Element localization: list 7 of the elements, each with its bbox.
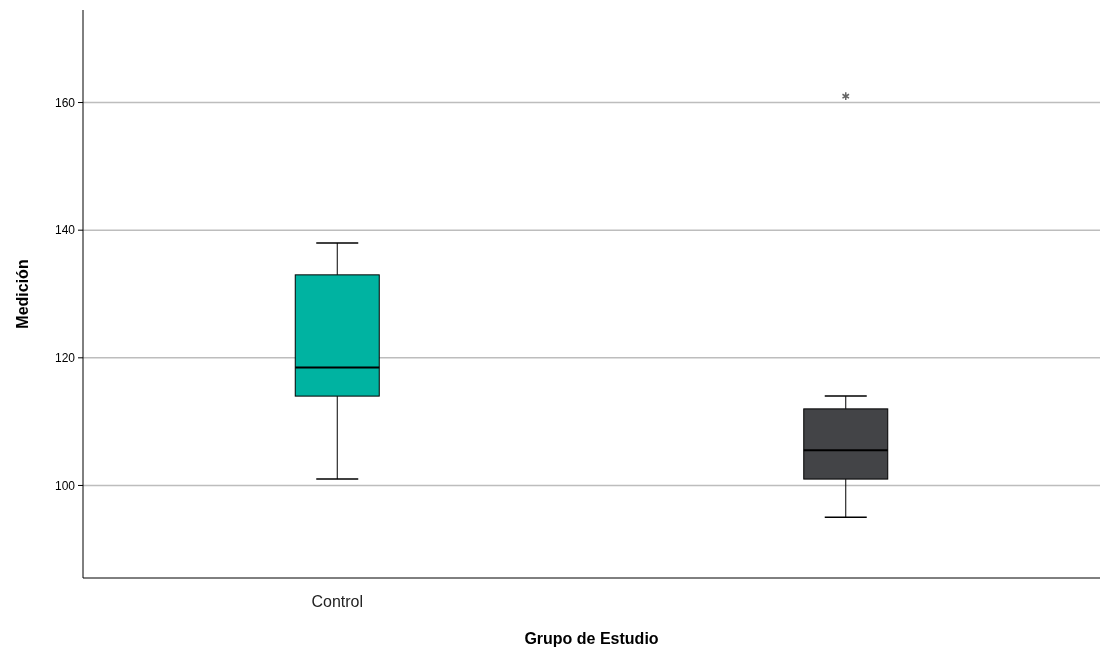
x-tick-label: Control <box>311 593 364 610</box>
y-tick-label: 140 <box>54 223 76 238</box>
y-tick-label: 120 <box>54 351 76 366</box>
x-axis-title: Grupo de Estudio <box>524 630 659 647</box>
y-axis-title: Medición <box>14 259 31 329</box>
y-tick-label: 100 <box>54 478 76 493</box>
y-tick-label: 160 <box>54 95 76 110</box>
